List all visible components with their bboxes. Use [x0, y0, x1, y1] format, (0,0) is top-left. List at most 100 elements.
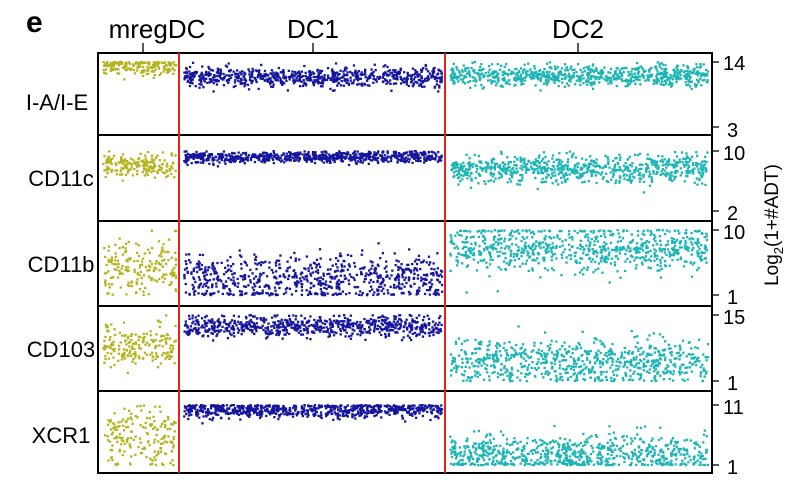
data-point	[578, 261, 581, 264]
data-point	[647, 240, 650, 244]
data-point	[135, 163, 138, 166]
data-point	[389, 79, 392, 82]
data-point	[343, 277, 347, 280]
data-point	[228, 74, 231, 78]
data-point	[531, 167, 534, 171]
data-point	[392, 286, 396, 289]
data-point	[568, 75, 571, 78]
data-point	[704, 155, 707, 158]
data-point	[430, 272, 433, 275]
data-point	[229, 155, 232, 158]
data-point	[657, 80, 660, 83]
data-point	[414, 80, 417, 83]
data-point	[361, 82, 364, 85]
data-point	[583, 165, 586, 168]
data-point	[174, 289, 178, 293]
data-point	[212, 79, 216, 82]
data-point	[110, 65, 113, 68]
data-point	[590, 68, 593, 71]
data-point	[113, 363, 116, 367]
data-point	[203, 271, 206, 274]
data-point	[412, 78, 416, 81]
data-point	[144, 167, 147, 171]
data-point	[632, 248, 636, 251]
data-point	[362, 153, 365, 156]
data-point	[205, 158, 208, 161]
data-point	[369, 155, 372, 159]
data-point	[616, 168, 619, 172]
data-point	[519, 80, 522, 83]
data-point	[489, 79, 492, 82]
data-point	[162, 70, 165, 73]
data-point	[654, 239, 657, 243]
data-point	[465, 172, 468, 176]
data-point	[696, 78, 699, 81]
data-point	[104, 284, 107, 287]
data-point	[350, 72, 354, 75]
data-point	[256, 76, 259, 79]
data-point	[223, 160, 226, 163]
data-point	[230, 161, 233, 164]
data-point	[675, 80, 678, 84]
data-point	[544, 170, 547, 173]
data-point	[394, 69, 397, 72]
data-point	[145, 171, 148, 175]
data-point	[195, 266, 198, 269]
data-point	[472, 258, 475, 261]
data-point	[327, 76, 330, 80]
data-point	[228, 288, 231, 291]
data-point	[574, 156, 577, 159]
data-point	[469, 252, 472, 255]
data-point	[547, 174, 551, 177]
data-point	[127, 67, 130, 70]
data-point	[242, 278, 245, 281]
data-point	[641, 245, 644, 248]
data-point	[568, 236, 571, 239]
data-point	[150, 154, 153, 157]
data-point	[485, 168, 488, 171]
data-point	[437, 293, 440, 296]
data-point	[373, 268, 376, 271]
data-point	[247, 88, 251, 91]
data-point	[202, 154, 205, 158]
data-point	[317, 263, 321, 266]
data-point	[702, 63, 705, 66]
data-point	[203, 80, 206, 83]
data-point	[612, 233, 615, 236]
data-point	[415, 159, 418, 162]
data-point	[162, 66, 165, 69]
data-point	[579, 172, 582, 176]
data-point	[360, 293, 363, 297]
data-point	[192, 286, 195, 289]
data-point	[581, 172, 584, 175]
data-point	[453, 167, 456, 170]
data-point	[541, 172, 545, 175]
data-point	[198, 86, 201, 89]
data-point	[211, 69, 215, 72]
data-point	[405, 281, 408, 285]
data-point	[208, 153, 212, 156]
data-point	[479, 160, 483, 163]
data-point	[169, 344, 172, 347]
data-point	[265, 291, 268, 295]
data-point	[579, 229, 582, 232]
data-point	[147, 275, 151, 278]
data-point	[508, 169, 511, 172]
data-point	[535, 160, 538, 163]
data-point	[360, 155, 363, 158]
data-point	[591, 69, 594, 72]
data-point	[567, 233, 571, 236]
data-point	[230, 158, 233, 161]
data-point	[469, 236, 472, 239]
data-point	[650, 161, 653, 164]
data-point	[506, 167, 509, 171]
data-point	[107, 167, 111, 170]
data-point	[122, 65, 126, 69]
data-point	[126, 166, 129, 170]
data-point	[674, 244, 677, 248]
data-point	[603, 260, 606, 263]
data-point	[404, 276, 407, 279]
data-point	[504, 168, 508, 172]
data-point	[227, 81, 230, 84]
data-point	[105, 168, 109, 171]
